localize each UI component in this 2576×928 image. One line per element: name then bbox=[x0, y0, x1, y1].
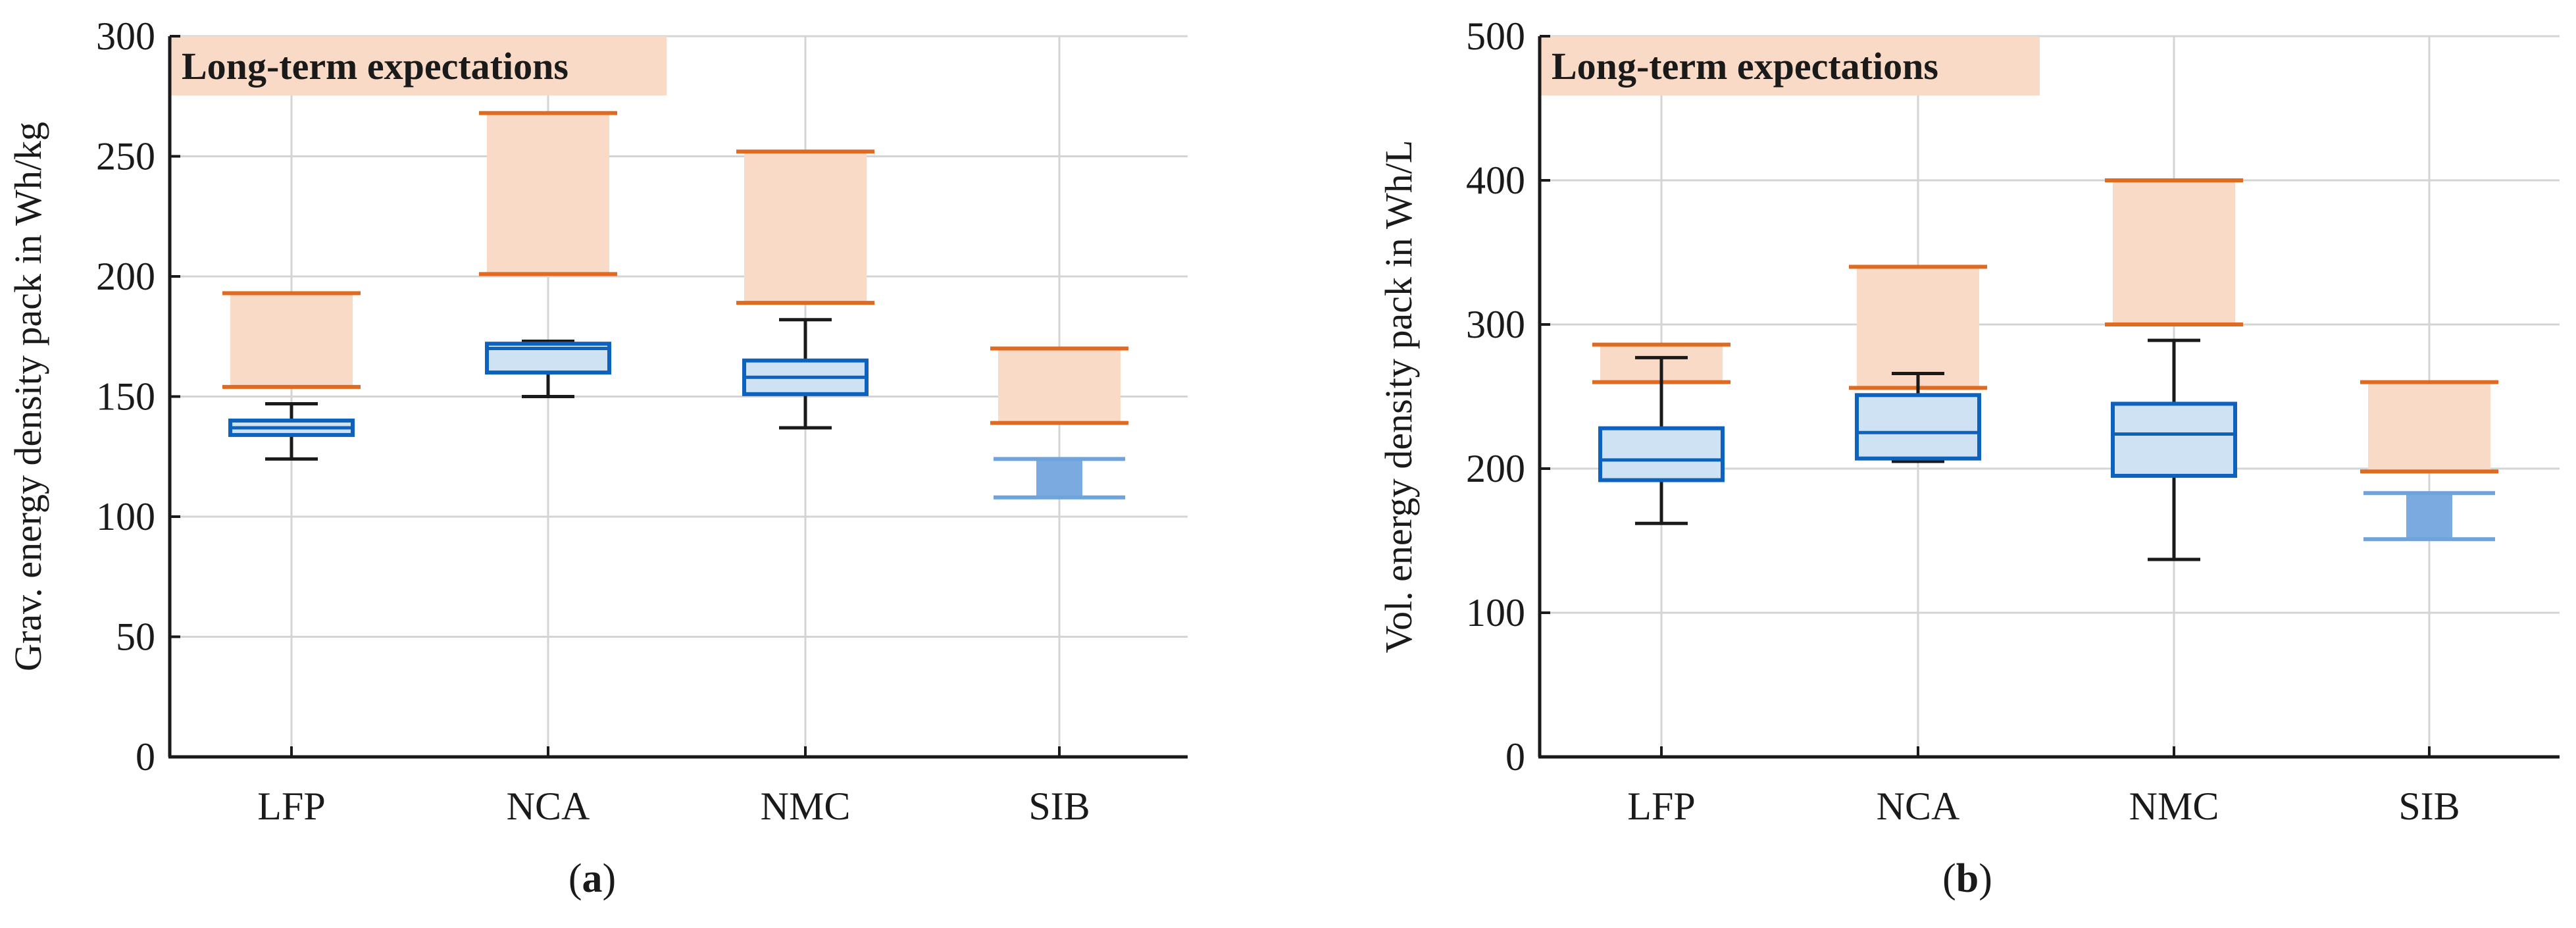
y-tick-label: 100 bbox=[1466, 591, 1525, 634]
panel-label: (b) bbox=[1942, 856, 1992, 901]
x-tick-label: NMC bbox=[2129, 785, 2219, 828]
expectation-range-lfp bbox=[230, 293, 353, 387]
x-tick-label: NCA bbox=[507, 785, 590, 828]
y-tick-label: 0 bbox=[136, 735, 155, 779]
sib-range-bar bbox=[1036, 459, 1082, 498]
box-lfp bbox=[1598, 426, 1725, 482]
annotation-banner bbox=[1540, 36, 2040, 95]
expectation-range-nmc bbox=[744, 151, 867, 303]
x-tick-label: SIB bbox=[1028, 785, 1090, 828]
y-axis-label: Vol. energy density pack in Wh/L bbox=[1377, 140, 1420, 654]
x-tick-label: NMC bbox=[761, 785, 851, 828]
y-tick-label: 0 bbox=[1505, 735, 1525, 779]
chart-panel-a: Long-term expectations 0 50 100 150 200 250 300… bbox=[7, 14, 1188, 901]
x-tick-label: LFP bbox=[1627, 785, 1695, 828]
panel-label-close-paren: ) bbox=[1979, 856, 1992, 901]
y-tick-label: 300 bbox=[96, 14, 155, 58]
panel-label: (a) bbox=[568, 856, 616, 901]
box-nca bbox=[1855, 393, 1981, 461]
y-tick-label: 200 bbox=[96, 255, 155, 298]
x-tick-label: NCA bbox=[1877, 785, 1960, 828]
annotation-banner bbox=[170, 36, 667, 95]
chart-panel-b: Long-term expectations 0 100 200 300 400 500 LF… bbox=[1377, 14, 2560, 901]
y-tick-label: 200 bbox=[1466, 447, 1525, 490]
annotation-text: Long-term expectations bbox=[182, 45, 568, 88]
expectation-range-nca bbox=[487, 113, 609, 274]
y-tick-label: 500 bbox=[1466, 14, 1525, 58]
x-tick-label: SIB bbox=[2398, 785, 2460, 828]
panel-label-open-paren: ( bbox=[568, 856, 582, 901]
panel-label-close-paren: ) bbox=[603, 856, 617, 901]
y-tick-label: 400 bbox=[1466, 159, 1525, 202]
panel-label-open-paren: ( bbox=[1942, 856, 1956, 901]
expectation-range-sib bbox=[2368, 382, 2490, 472]
panel-label-letter: a bbox=[582, 856, 603, 901]
y-tick-label: 300 bbox=[1466, 303, 1525, 346]
annotation-text: Long-term expectations bbox=[1552, 45, 1938, 88]
y-tick-label: 100 bbox=[96, 495, 155, 538]
y-tick-label: 250 bbox=[96, 135, 155, 178]
x-tick-label: LFP bbox=[257, 785, 325, 828]
expectation-range-nmc bbox=[2113, 180, 2235, 324]
sib-range-bar bbox=[2406, 493, 2452, 540]
box-nmc bbox=[2111, 401, 2237, 478]
expectation-range-sib bbox=[998, 348, 1121, 423]
panel-label-letter: b bbox=[1956, 856, 1979, 901]
expectation-range-nca bbox=[1857, 267, 1979, 388]
y-axis-label: Grav. energy density pack in Wh/kg bbox=[7, 122, 49, 671]
y-tick-label: 150 bbox=[96, 375, 155, 419]
y-tick-label: 50 bbox=[116, 615, 155, 659]
